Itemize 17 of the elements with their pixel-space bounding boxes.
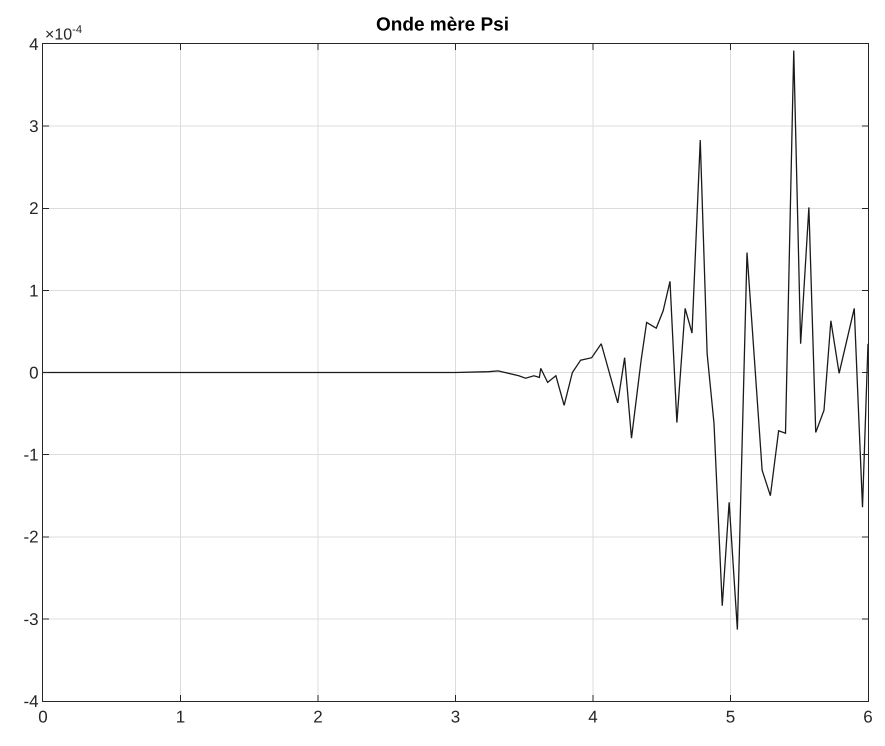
y-tick-label: 1 bbox=[29, 281, 39, 300]
chart-title: Onde mère Psi bbox=[376, 14, 510, 36]
x-tick-label: 5 bbox=[726, 707, 736, 726]
x-tick-label: 4 bbox=[588, 707, 598, 726]
x-tick-label: 6 bbox=[863, 707, 873, 726]
y-tick-label: -4 bbox=[23, 692, 39, 711]
y-tick-label: -2 bbox=[23, 528, 39, 547]
y-tick-label: 3 bbox=[29, 117, 39, 136]
y-tick-label: -3 bbox=[23, 610, 39, 629]
y-tick-label: -1 bbox=[23, 446, 39, 465]
y-tick-label: 2 bbox=[29, 199, 39, 218]
x-tick-label: 2 bbox=[313, 707, 323, 726]
x-tick-label: 1 bbox=[176, 707, 186, 726]
y-tick-label: 4 bbox=[29, 34, 39, 54]
y-tick-label: 0 bbox=[29, 363, 39, 382]
x-tick-label: 3 bbox=[450, 707, 460, 726]
text: ×10$^{-4}$ bbox=[45, 24, 82, 44]
